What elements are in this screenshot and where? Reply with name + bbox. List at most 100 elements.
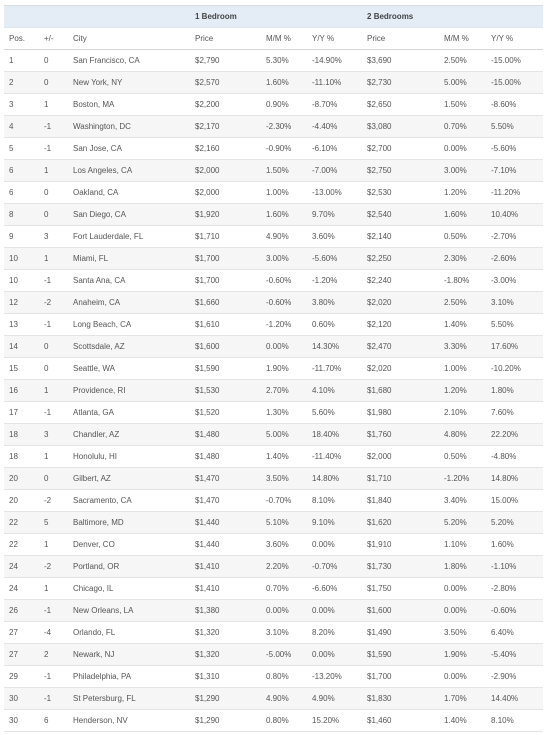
cell-mm-2br: 3.50% bbox=[439, 621, 487, 644]
cell-yy-2br: -4.80% bbox=[486, 445, 544, 468]
cell-yy-1br: -5.60% bbox=[307, 247, 363, 270]
cell-price-2br: $1,620 bbox=[362, 511, 440, 534]
table-row: 30 -1 St Petersburg, FL $1,290 4.90% 4.90% $1,… bbox=[4, 687, 544, 710]
cell-yy-2br: 3.10% bbox=[486, 291, 544, 314]
cell-price-1br: $2,000 bbox=[190, 159, 261, 182]
cell-mm-2br: 1.70% bbox=[439, 687, 487, 710]
cell-mm-1br: 0.80% bbox=[261, 709, 307, 732]
cell-price-2br: $1,730 bbox=[362, 555, 440, 578]
cell-price-2br: $2,240 bbox=[362, 269, 440, 292]
column-header-price-2br[interactable]: Price bbox=[362, 27, 440, 50]
cell-price-1br: $1,310 bbox=[190, 665, 261, 688]
cell-mm-1br: 5.00% bbox=[261, 423, 307, 446]
cell-pos: 27 bbox=[4, 643, 39, 666]
cell-price-2br: $2,540 bbox=[362, 203, 440, 226]
cell-pos: 17 bbox=[4, 401, 39, 424]
cell-mm-2br: 1.20% bbox=[439, 181, 487, 204]
cell-yy-1br: 0.60% bbox=[307, 313, 363, 336]
cell-city: Chandler, AZ bbox=[68, 423, 190, 446]
cell-change: 0 bbox=[39, 203, 68, 226]
cell-yy-2br: -15.00% bbox=[486, 49, 544, 72]
cell-price-2br: $1,700 bbox=[362, 665, 440, 688]
cell-mm-1br: -0.70% bbox=[261, 489, 307, 512]
cell-city: Atlanta, GA bbox=[68, 401, 190, 424]
cell-price-1br: $1,920 bbox=[190, 203, 261, 226]
cell-price-1br: $2,160 bbox=[190, 137, 261, 160]
cell-city: San Francisco, CA bbox=[68, 49, 190, 72]
cell-change: 6 bbox=[39, 709, 68, 732]
cell-yy-2br: -7.10% bbox=[486, 159, 544, 182]
cell-yy-2br: -2.70% bbox=[486, 225, 544, 248]
table-row: 22 1 Denver, CO $1,440 3.60% 0.00% $1,910 1.10%… bbox=[4, 533, 544, 556]
cell-price-1br: $1,290 bbox=[190, 709, 261, 732]
group-spacer bbox=[4, 6, 39, 28]
cell-city: Seattle, WA bbox=[68, 357, 190, 380]
cell-price-2br: $2,020 bbox=[362, 291, 440, 314]
cell-mm-2br: 1.10% bbox=[439, 533, 487, 556]
cell-pos: 3 bbox=[4, 93, 39, 116]
cell-city: Philadelphia, PA bbox=[68, 665, 190, 688]
column-header-yy-2br[interactable]: Y/Y % bbox=[486, 27, 544, 50]
cell-mm-2br: 2.10% bbox=[439, 401, 487, 424]
column-header-mm-2br[interactable]: M/M % bbox=[439, 27, 487, 50]
cell-mm-1br: 0.80% bbox=[261, 665, 307, 688]
cell-yy-1br: 3.60% bbox=[307, 225, 363, 248]
column-header-pos[interactable]: Pos. bbox=[4, 27, 39, 50]
cell-change: -2 bbox=[39, 291, 68, 314]
cell-yy-1br: 5.60% bbox=[307, 401, 363, 424]
cell-change: 0 bbox=[39, 357, 68, 380]
cell-yy-2br: 1.60% bbox=[486, 533, 544, 556]
column-header-yy-1br[interactable]: Y/Y % bbox=[307, 27, 363, 50]
table-row: 26 -1 New Orleans, LA $1,380 0.00% 0.00% $1,60… bbox=[4, 599, 544, 622]
cell-price-1br: $1,480 bbox=[190, 445, 261, 468]
cell-mm-2br: 1.40% bbox=[439, 709, 487, 732]
cell-change: -1 bbox=[39, 599, 68, 622]
cell-change: 1 bbox=[39, 577, 68, 600]
group-two-bedrooms: 2 Bedrooms bbox=[362, 6, 544, 28]
cell-yy-1br: -0.70% bbox=[307, 555, 363, 578]
cell-change: -1 bbox=[39, 269, 68, 292]
table-row: 10 1 Miami, FL $1,700 3.00% -5.60% $2,250 2.30%… bbox=[4, 247, 544, 270]
cell-yy-2br: -11.20% bbox=[486, 181, 544, 204]
cell-change: 0 bbox=[39, 181, 68, 204]
cell-mm-2br: 1.60% bbox=[439, 203, 487, 226]
cell-change: -1 bbox=[39, 401, 68, 424]
cell-price-1br: $2,200 bbox=[190, 93, 261, 116]
cell-pos: 20 bbox=[4, 467, 39, 490]
cell-pos: 24 bbox=[4, 555, 39, 578]
table-row: 16 1 Providence, RI $1,530 2.70% 4.10% $1,680 1… bbox=[4, 379, 544, 402]
cell-change: -2 bbox=[39, 489, 68, 512]
cell-mm-2br: 1.20% bbox=[439, 379, 487, 402]
cell-yy-1br: -4.40% bbox=[307, 115, 363, 138]
cell-change: 0 bbox=[39, 467, 68, 490]
cell-price-2br: $1,840 bbox=[362, 489, 440, 512]
cell-price-2br: $2,700 bbox=[362, 137, 440, 160]
cell-yy-2br: 5.50% bbox=[486, 115, 544, 138]
cell-mm-1br: 1.60% bbox=[261, 71, 307, 94]
table-row: 18 3 Chandler, AZ $1,480 5.00% 18.40% $1,760 4.… bbox=[4, 423, 544, 446]
cell-mm-1br: -0.90% bbox=[261, 137, 307, 160]
cell-price-2br: $3,690 bbox=[362, 49, 440, 72]
column-header-change[interactable]: +/- bbox=[39, 27, 68, 50]
cell-yy-1br: -7.00% bbox=[307, 159, 363, 182]
column-header-price-1br[interactable]: Price bbox=[190, 27, 261, 50]
cell-yy-2br: 14.40% bbox=[486, 687, 544, 710]
cell-yy-2br: -10.20% bbox=[486, 357, 544, 380]
table-row: 10 -1 Santa Ana, CA $1,700 -0.60% -1.20% $2,24… bbox=[4, 269, 544, 292]
cell-yy-1br: -13.00% bbox=[307, 181, 363, 204]
cell-yy-1br: 9.70% bbox=[307, 203, 363, 226]
cell-change: 1 bbox=[39, 159, 68, 182]
column-header-mm-1br[interactable]: M/M % bbox=[261, 27, 307, 50]
cell-price-2br: $3,080 bbox=[362, 115, 440, 138]
column-header-city[interactable]: City bbox=[68, 27, 190, 50]
cell-city: San Diego, CA bbox=[68, 203, 190, 226]
cell-price-2br: $1,680 bbox=[362, 379, 440, 402]
cell-mm-2br: -1.20% bbox=[439, 467, 487, 490]
cell-price-2br: $1,980 bbox=[362, 401, 440, 424]
cell-pos: 8 bbox=[4, 203, 39, 226]
cell-mm-1br: 1.50% bbox=[261, 159, 307, 182]
cell-yy-2br: 5.20% bbox=[486, 511, 544, 534]
table-row: 12 -2 Anaheim, CA $1,660 -0.60% 3.80% $2,020 2.… bbox=[4, 291, 544, 314]
cell-yy-2br: -0.60% bbox=[486, 599, 544, 622]
cell-city: Long Beach, CA bbox=[68, 313, 190, 336]
